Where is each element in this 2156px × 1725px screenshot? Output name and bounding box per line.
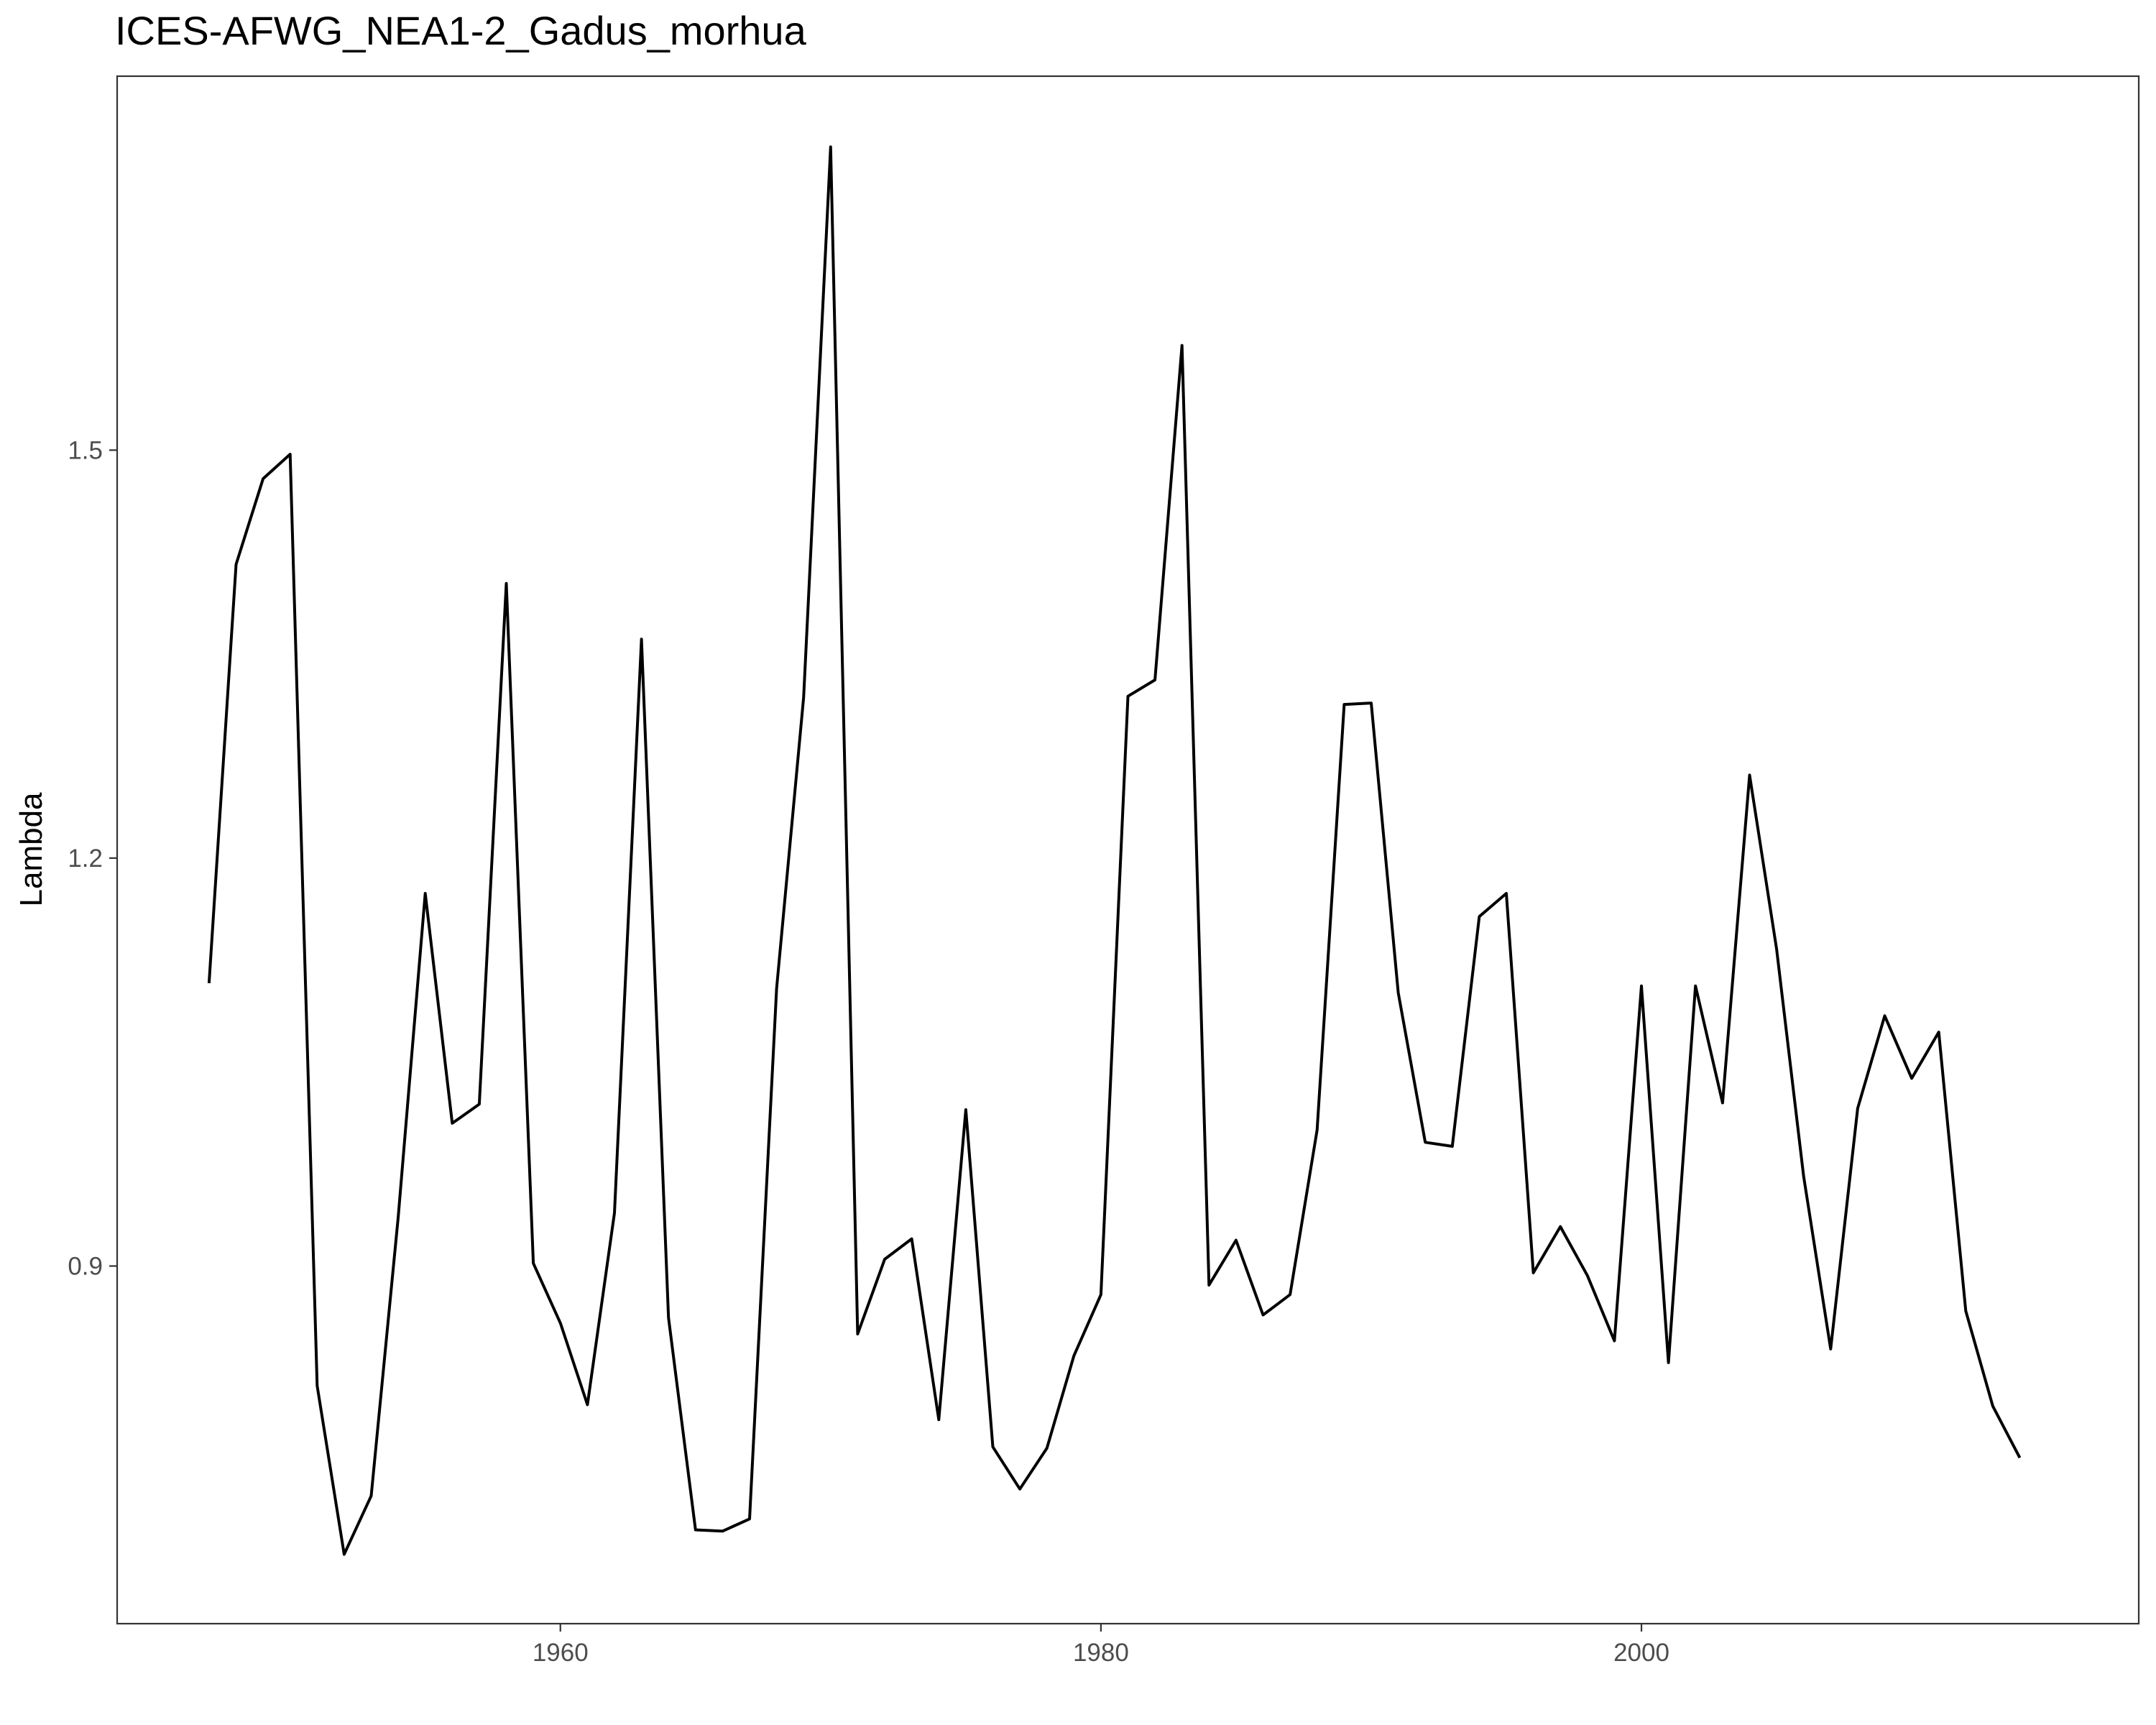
y-axis: 0.9 1.2 1.5 (68, 436, 117, 1280)
y-tick-label: 1.5 (68, 436, 103, 464)
chart-title: ICES-AFWG_NEA1-2_Gadus_morhua (115, 8, 807, 53)
x-tick-label: 1960 (533, 1639, 589, 1667)
x-axis: 1960 1980 2000 (533, 1624, 1669, 1667)
plot-panel (116, 75, 2140, 1625)
y-tick-label: 0.9 (68, 1252, 103, 1280)
y-axis-title: Lambda (14, 792, 49, 907)
y-tick-label: 1.2 (68, 845, 103, 873)
series-group (207, 145, 2022, 1556)
x-tick-label: 2000 (1613, 1639, 1669, 1667)
x-tick-label: 1980 (1073, 1639, 1129, 1667)
series-line (207, 145, 2022, 1556)
